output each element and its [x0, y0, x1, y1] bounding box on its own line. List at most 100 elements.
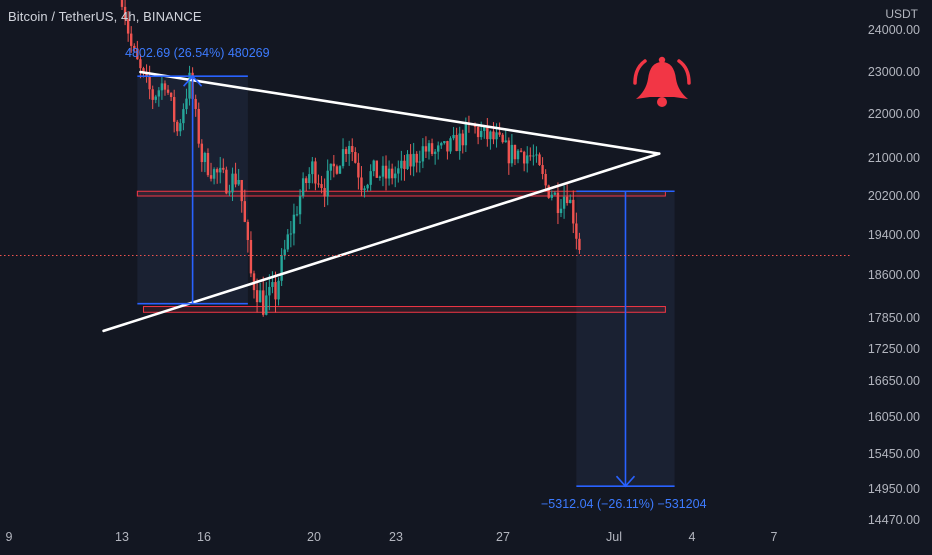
candle-body	[430, 143, 434, 154]
candle-body	[237, 179, 240, 185]
candle-body	[572, 199, 575, 224]
candle-body	[400, 160, 403, 169]
candle-body	[473, 125, 477, 127]
candle-body	[136, 48, 139, 60]
candle-body	[547, 185, 550, 198]
candle-body	[532, 155, 535, 157]
candle-body	[314, 161, 317, 184]
candle-body	[123, 6, 127, 20]
y-tick-label: 18600.00	[868, 268, 920, 282]
candle-body	[394, 173, 397, 179]
candle-body	[446, 141, 449, 152]
candle-body	[479, 130, 483, 138]
candle-body	[366, 184, 369, 189]
candle-body	[206, 152, 210, 176]
candle-body	[449, 138, 452, 152]
y-tick-label: 23000.00	[868, 65, 920, 79]
x-tick-label: 23	[389, 530, 403, 544]
y-tick-label: 19400.00	[868, 228, 920, 242]
bell-icon[interactable]	[633, 56, 691, 107]
candle-body	[535, 154, 538, 156]
support-zone	[142, 306, 666, 313]
candle-body	[437, 145, 440, 152]
candle-body	[326, 170, 329, 197]
y-tick-label: 22000.00	[868, 107, 920, 121]
candle-body	[421, 146, 425, 162]
candle-body	[228, 192, 231, 194]
candle-body	[372, 160, 375, 172]
candle-body	[387, 168, 391, 179]
candle-body	[443, 141, 446, 144]
candle-body	[375, 160, 379, 178]
candle-body	[338, 166, 342, 174]
candle-body	[418, 161, 421, 163]
candle-body	[489, 131, 492, 140]
candle-body	[188, 72, 191, 99]
candle-body	[427, 143, 431, 152]
x-tick-label: 13	[115, 530, 129, 544]
candle-body	[455, 134, 458, 152]
upper-resistance-trendline	[139, 70, 661, 155]
candle-body	[160, 83, 164, 91]
candle-body	[215, 169, 219, 173]
candle-body	[301, 178, 305, 197]
target-measure-arrow-head	[615, 475, 636, 488]
candle-body	[120, 0, 124, 7]
y-tick-label: 16650.00	[868, 374, 920, 388]
candle-body	[265, 295, 268, 315]
candle-body	[280, 255, 283, 281]
y-tick-label: 17850.00	[868, 311, 920, 325]
candle-body	[225, 169, 228, 194]
candle-body	[550, 194, 553, 198]
candle-body	[559, 208, 563, 214]
candle-body	[277, 280, 280, 300]
candle-body	[274, 282, 277, 300]
candle-body	[510, 144, 514, 164]
candle-body	[397, 168, 400, 174]
candle-body	[311, 161, 314, 175]
candle-body	[209, 175, 213, 179]
candle-body	[308, 174, 311, 184]
rally-measure-label: 4802.69 (26.54%) 480269	[125, 46, 270, 60]
y-tick-label: 14950.00	[868, 482, 920, 496]
candle-body	[289, 233, 293, 235]
candle-body	[258, 290, 262, 303]
candle-body	[569, 199, 572, 204]
candle-body	[538, 154, 541, 166]
candle-body	[458, 133, 461, 152]
candle-body	[541, 165, 544, 174]
candle-body	[286, 234, 289, 250]
candle-body	[329, 163, 332, 171]
candle-body	[222, 167, 225, 170]
candle-body	[255, 290, 259, 303]
symbol-title[interactable]: Bitcoin / TetherUS, 4h, BINANCE	[8, 9, 202, 24]
x-tick-label: 27	[496, 530, 510, 544]
candle-body	[126, 19, 130, 34]
candle-body	[317, 183, 320, 185]
candle-body	[501, 134, 504, 143]
candle-body	[219, 167, 222, 173]
candle-body	[495, 132, 498, 140]
candle-body	[504, 140, 507, 143]
x-tick-label: Jul	[606, 530, 622, 544]
y-tick-label: 16050.00	[868, 410, 920, 424]
candle-body	[369, 171, 372, 185]
y-tick-label: 24000.00	[868, 23, 920, 37]
target-measure-label: −5312.04 (−26.11%) −531204	[541, 497, 707, 511]
candle-body	[243, 201, 246, 222]
candle-body	[271, 282, 274, 287]
y-tick-label: 15450.00	[868, 447, 920, 461]
y-tick-label: 20200.00	[868, 189, 920, 203]
candle-body	[197, 108, 200, 144]
candle-body	[231, 173, 234, 193]
candle-body	[240, 179, 243, 202]
candle-body	[516, 150, 520, 160]
candle-body	[378, 176, 382, 178]
candle-body	[363, 188, 366, 191]
candle-body	[381, 165, 385, 177]
candle-body	[519, 150, 523, 152]
candle-body	[390, 168, 394, 179]
candle-body	[351, 146, 354, 153]
